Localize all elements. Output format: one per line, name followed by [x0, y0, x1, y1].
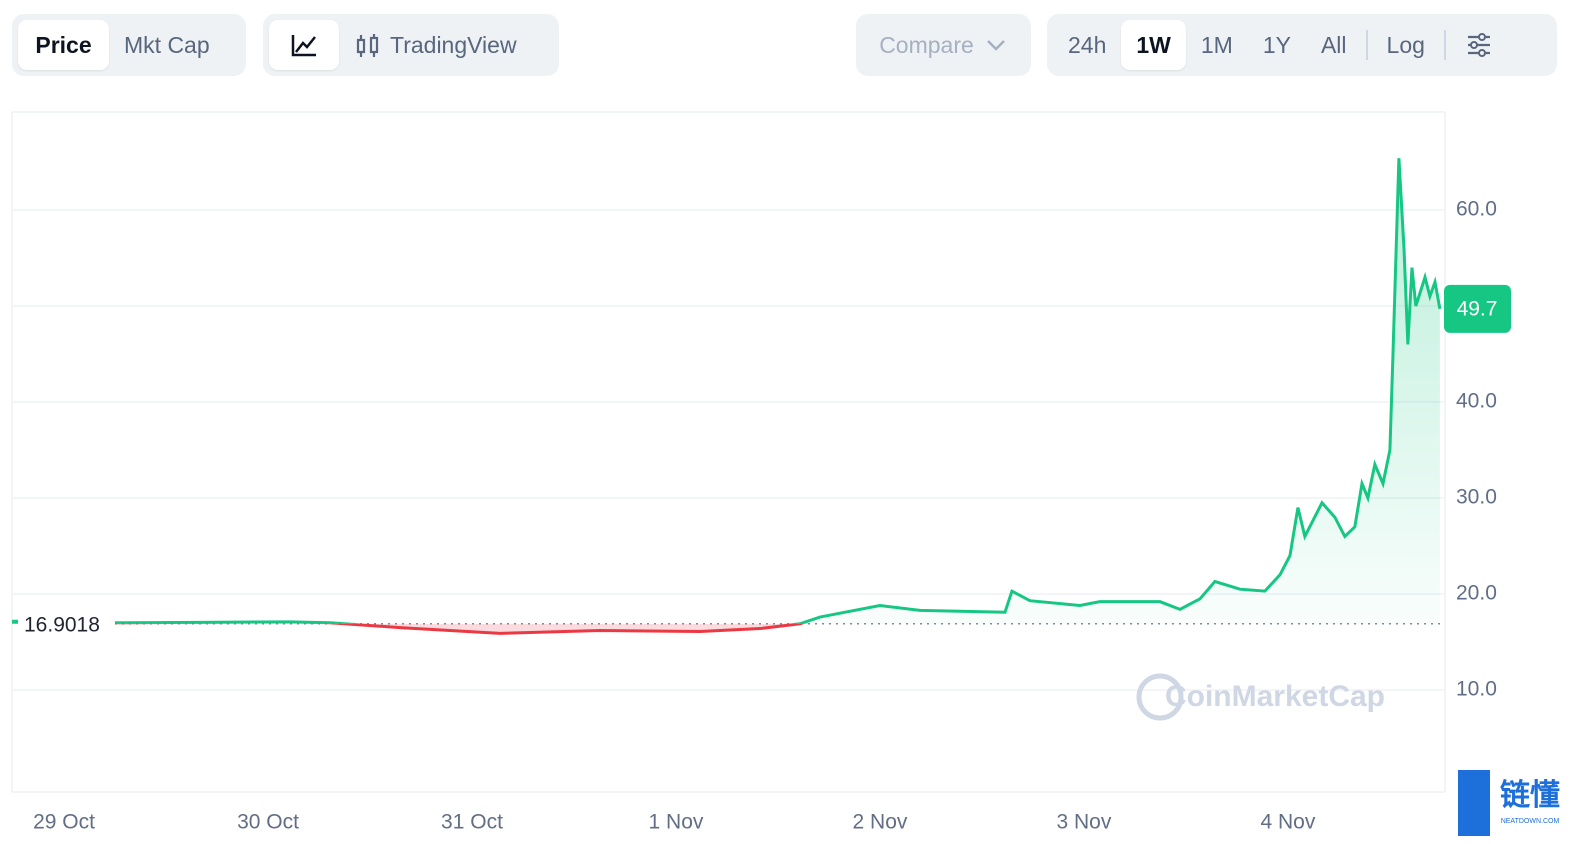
- range-button[interactable]: 1M: [1200, 31, 1233, 58]
- watermark: CoinMarketCap: [1165, 680, 1385, 713]
- x-tick-label: 2 Nov: [853, 811, 908, 834]
- baseline-label: 16.9018: [24, 613, 100, 636]
- chevron: [986, 40, 1005, 51]
- range-button[interactable]: All: [1320, 31, 1347, 58]
- price-tag: [1444, 284, 1511, 333]
- price-tag-label: 49.7: [1457, 297, 1498, 320]
- x-tick-label: 30 Oct: [237, 811, 299, 834]
- x-tick-label: 1 Nov: [649, 811, 704, 834]
- y-tick-label: 20.0: [1456, 582, 1497, 605]
- tab[interactable]: Price: [18, 20, 109, 70]
- tradingview-label: TradingView: [390, 31, 517, 58]
- x-tick-label: 29 Oct: [33, 811, 95, 834]
- view-tabs: Price Mkt Cap: [12, 14, 246, 76]
- corner-logo: [1458, 770, 1490, 836]
- corner-title: 链懂: [1500, 778, 1560, 812]
- y-tick-label: 10.0: [1456, 678, 1497, 701]
- area-down: [115, 623, 1440, 634]
- compare-label: Compare: [879, 31, 974, 58]
- tab[interactable]: Mkt Cap: [124, 31, 210, 58]
- line-mode[interactable]: [269, 20, 339, 70]
- range-button[interactable]: 24h: [1068, 31, 1107, 58]
- tradingview-mode[interactable]: TradingView: [339, 20, 532, 70]
- mode-tabs: TradingView: [263, 14, 559, 76]
- x-tick-label: 4 Nov: [1261, 811, 1316, 834]
- y-tick-label: 40.0: [1456, 390, 1497, 413]
- settings-icon: [1467, 33, 1490, 57]
- corner-subtitle: NEATDOWN.COM: [1501, 818, 1560, 825]
- separator: [1365, 30, 1368, 60]
- separator: [1443, 30, 1446, 60]
- area-up: [115, 158, 1440, 624]
- range-button[interactable]: 1W: [1121, 20, 1186, 70]
- x-tick-label: 31 Oct: [441, 811, 503, 834]
- baseline-label-bg: [20, 609, 110, 638]
- price-line-up: [115, 158, 1442, 624]
- watermark-logo: [1136, 673, 1184, 721]
- range-button[interactable]: 1Y: [1262, 31, 1291, 58]
- line-icon: [291, 35, 316, 57]
- plot-frame: [11, 111, 1446, 793]
- log-button[interactable]: Log: [1386, 31, 1425, 58]
- compare[interactable]: Compare: [856, 14, 1031, 76]
- x-tick-label: 3 Nov: [1057, 811, 1112, 834]
- y-tick-label: 30.0: [1456, 486, 1497, 509]
- settings-button[interactable]: [1450, 20, 1508, 70]
- candle-icon: [356, 34, 379, 57]
- price-line-down: [115, 623, 805, 635]
- y-tick-label: 60.0: [1456, 198, 1497, 221]
- range-tabs: 24h 1W 1M 1Y All Log: [1047, 14, 1557, 76]
